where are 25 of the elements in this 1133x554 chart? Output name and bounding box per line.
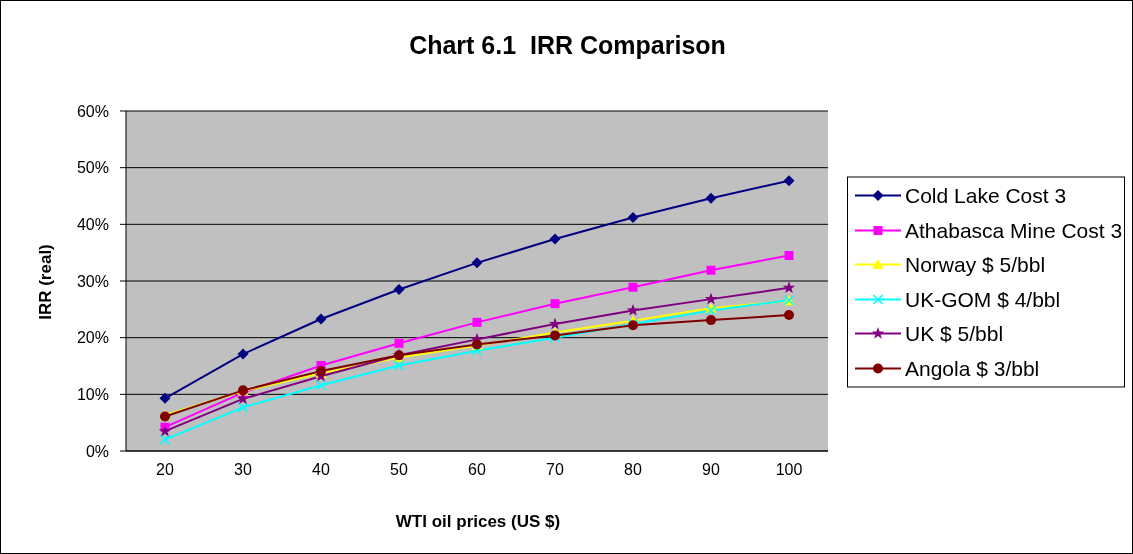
x-tick-label: 40 — [312, 461, 330, 479]
y-tick-label: 10% — [76, 386, 109, 404]
legend-label: Cold Lake Cost 3 — [905, 183, 1067, 208]
y-tick-label: 40% — [76, 216, 109, 234]
x-tick-label: 90 — [702, 461, 720, 479]
legend-label: UK-GOM $ 4/bbl — [905, 287, 1061, 312]
x-tick-label: 60 — [468, 461, 486, 479]
x-tick-label: 100 — [775, 461, 803, 479]
y-tick-label: 0% — [85, 442, 109, 460]
y-tick-label: 30% — [76, 272, 109, 290]
chart-title: Chart 6.1 IRR Comparison — [408, 30, 727, 60]
y-tick-label: 60% — [76, 102, 109, 120]
y-axis-title: IRR (real) — [36, 244, 56, 320]
y-tick-label: 20% — [76, 329, 109, 347]
legend-label: UK $ 5/bbl — [905, 321, 1004, 346]
legend-label: Angola $ 3/bbl — [905, 356, 1040, 381]
legend-label: Norway $ 5/bbl — [905, 252, 1046, 277]
x-tick-label: 20 — [156, 461, 174, 479]
x-tick-label: 30 — [234, 461, 252, 479]
legend-label: Athabasca Mine Cost 3 — [905, 218, 1123, 243]
x-tick-label: 80 — [624, 461, 642, 479]
x-axis-title: WTI oil prices (US $) — [394, 512, 562, 532]
y-tick-label: 50% — [76, 159, 109, 177]
x-tick-label: 50 — [390, 461, 408, 479]
x-tick-label: 70 — [546, 461, 564, 479]
